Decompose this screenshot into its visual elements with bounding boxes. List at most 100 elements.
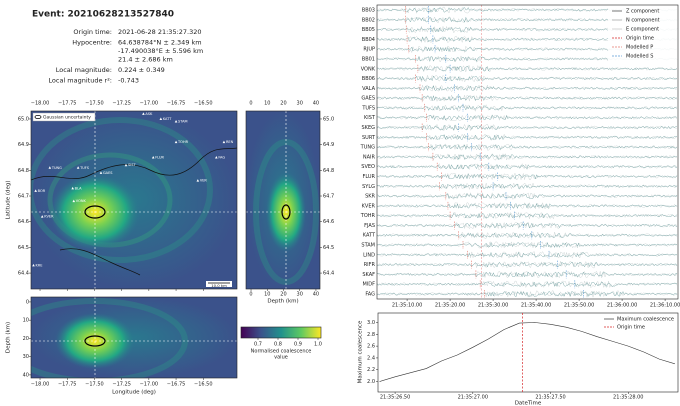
station-label: REN: [226, 140, 234, 144]
x-tick-label: 0.7: [254, 342, 262, 348]
legend-label: Modelled P: [626, 45, 653, 51]
x-tick-label: 21:35:30.00: [478, 303, 508, 309]
station-marker: [71, 186, 74, 190]
x-tick-label: 21:35:26.50: [380, 395, 410, 401]
station-marker: [76, 166, 80, 169]
trace-noise: [376, 251, 677, 258]
y-tick-label: 64.5: [18, 245, 29, 251]
trace-noise: [376, 192, 678, 200]
station-marker: [72, 199, 76, 203]
trace-noise: [376, 66, 678, 72]
event-label: Local magnitude:: [56, 66, 112, 74]
y-tick-label: 64.8: [18, 168, 29, 174]
y-tick-label: 64.7: [323, 194, 334, 200]
x-axis-label: Depth (km): [267, 299, 298, 305]
legend-label: Z component: [626, 9, 659, 15]
x-tick-label: −16.75: [167, 382, 186, 388]
trace-noise: [376, 291, 678, 297]
station-label: FAG: [365, 292, 375, 298]
event-title: Event: 20210628213527840: [32, 10, 174, 20]
colorbar-label: value: [274, 355, 288, 361]
x-tick-label: 21:36:00.00: [607, 303, 637, 309]
y-tick-label: 64.6: [18, 219, 29, 225]
x-tick-label: 21:35:27.00: [458, 395, 488, 401]
station-label: BB04: [362, 37, 375, 43]
frame: [245, 110, 321, 290]
x-tick-label: 40: [313, 292, 319, 298]
trace-noise: [376, 172, 678, 181]
station-label: KATT: [363, 233, 376, 239]
station-marker: [40, 215, 44, 218]
station-label: SURT: [362, 135, 376, 141]
legend-label: E component: [626, 27, 659, 33]
legend-label: Origin time: [626, 36, 654, 42]
y-tick-label: 64.9: [18, 142, 29, 148]
map-heatmap: [31, 111, 237, 289]
trace-noise: [376, 163, 678, 170]
station-label: NAIR: [363, 154, 376, 160]
station-label: GAES: [103, 171, 113, 175]
y-tick-label: 2.6: [367, 344, 375, 350]
station-marker: [124, 163, 128, 167]
event-value: -0.743: [118, 77, 139, 85]
trace-noise: [376, 105, 678, 111]
x-tick-label: 0: [249, 101, 252, 107]
y-tick-label: 64.4: [323, 271, 334, 277]
station-label: FLUR: [155, 155, 164, 159]
coalescence-line: [379, 322, 675, 382]
trace-noise: [376, 183, 678, 189]
x-tick-label: 21:35:50.00: [564, 303, 594, 309]
station-label: RJUP: [363, 47, 375, 53]
trace-noise: [376, 133, 678, 141]
x-tick-label: 0.9: [294, 342, 302, 348]
y-axis-label: Depth (km): [6, 322, 12, 353]
station-label: BB01: [362, 56, 375, 62]
station-label: BB06: [362, 76, 375, 82]
station-label: BB03: [362, 8, 375, 14]
y-tick-label: 65.0: [18, 116, 29, 122]
station-label: TUNG: [51, 166, 62, 170]
station-label: VALA: [362, 86, 375, 92]
frame: [377, 312, 679, 393]
trace-noise: [376, 124, 677, 131]
x-tick-label: 21:35:27.50: [535, 395, 565, 401]
station-label: STAM: [178, 120, 188, 124]
y-tick-label: 64.6: [323, 219, 334, 225]
x-axis-label: DateTime: [515, 401, 542, 406]
x-tick-label: 0.8: [274, 342, 282, 348]
legend-box: [608, 6, 677, 62]
trace-noise: [376, 123, 678, 132]
x-tick-label: 30: [297, 101, 303, 107]
station-label: BLA: [75, 186, 82, 190]
trace-noise: [376, 203, 678, 209]
station-label: BB02: [362, 17, 375, 23]
x-tick-label: 40: [313, 101, 319, 107]
lon-section-heatmap: [31, 297, 237, 378]
trace-noise: [376, 241, 678, 248]
legend-label: N component: [626, 18, 660, 24]
trace-noise: [376, 143, 678, 151]
trace-noise: [376, 260, 678, 269]
station-marker: [215, 155, 218, 159]
x-tick-label: 20: [280, 101, 286, 107]
station-label: KRE: [36, 263, 43, 267]
station-label: SVEO: [361, 164, 375, 170]
x-tick-label: 10: [264, 101, 270, 107]
trace-noise: [376, 84, 678, 92]
event-value: 64.638784°N ± 2.349 km: [118, 39, 202, 47]
station-label: VONK: [361, 66, 376, 72]
trace-noise: [376, 104, 678, 112]
x-tick-label: 21:35:10.00: [392, 303, 422, 309]
trace-noise: [376, 144, 678, 150]
trace-noise: [376, 134, 678, 141]
y-tick-label: 20: [23, 336, 29, 342]
x-tick-label: −17.00: [140, 382, 159, 388]
station-label: TOHR: [360, 213, 376, 219]
trace-noise: [376, 75, 678, 82]
y-tick-label: 2.8: [367, 332, 375, 338]
station-label: TUFS: [79, 166, 90, 170]
x-tick-label: −18.00: [31, 101, 50, 107]
station-marker: [174, 120, 178, 123]
y-tick-label: 64.9: [323, 142, 334, 148]
